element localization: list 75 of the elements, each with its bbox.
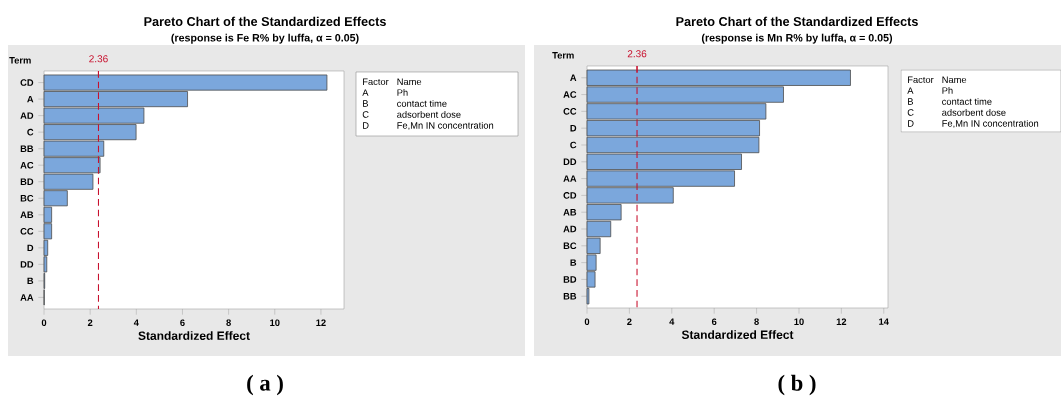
text: A (362, 89, 369, 96)
text: A (907, 87, 914, 94)
text: B (363, 100, 368, 107)
chart-title: Pareto Chart of the Standardized Effects (144, 16, 386, 27)
y-tick-label: D (27, 244, 34, 252)
y-tick-label: A (570, 74, 577, 81)
y-tick-label: AB (20, 211, 34, 218)
text: D (363, 122, 369, 129)
text: C (907, 109, 914, 116)
text: Fe,Mn IN concentration (942, 119, 1039, 128)
y-tick-label: B (570, 259, 577, 266)
x-tick-label: 0 (584, 318, 590, 325)
y-tick-label: AB (563, 208, 577, 216)
y-tick-label: AC (20, 161, 34, 169)
y-tick-label: A (27, 95, 34, 103)
y-tick-label: AC (563, 91, 577, 98)
y-tick-label: CD (563, 192, 577, 199)
y-tick-label: D (570, 124, 577, 132)
y-tick-label: BB (20, 145, 34, 152)
text: C (362, 111, 369, 118)
x-axis-title: Standardized Effect (681, 330, 794, 339)
chart-subtitle: (response is Mn R% by luffa, α = 0.05) (701, 33, 893, 44)
text: adsorbent dose (942, 108, 1006, 116)
text: contact time (397, 100, 447, 107)
x-tick-label: 12 (316, 319, 326, 326)
y-tick-label: BC (563, 242, 577, 250)
y-tick-label: BC (20, 194, 34, 202)
y-tick-label: CC (563, 108, 577, 115)
y-tick-label: C (570, 141, 577, 149)
text: B (908, 98, 913, 105)
text: adsorbent dose (397, 110, 461, 118)
x-tick-label: 10 (794, 318, 804, 325)
text: Fe,Mn IN concentration (397, 121, 494, 130)
y-tick-label: C (27, 128, 34, 136)
y-tick-label: BD (20, 178, 34, 185)
y-tick-label: BD (563, 276, 577, 283)
text: ( a ) (247, 374, 283, 396)
y-tick-label: AD (563, 225, 577, 233)
y-axis-title: Term (552, 52, 574, 59)
y-tick-label: AA (20, 294, 34, 301)
ref-line-label: 2.36 (627, 50, 647, 58)
y-tick-label: B (27, 277, 34, 285)
y-tick-label: AD (20, 112, 34, 119)
text: D (908, 120, 914, 127)
y-tick-label: CD (20, 79, 34, 86)
x-axis-title: Standardized Effect (138, 331, 250, 340)
x-tick-label: 12 (836, 318, 847, 325)
text: Ph (397, 89, 408, 96)
text: Factor (908, 76, 934, 83)
text: contact time (942, 98, 992, 105)
y-tick-label: DD (20, 261, 34, 268)
x-tick-label: 8 (226, 319, 231, 326)
x-tick-label: 10 (270, 319, 280, 326)
x-tick-label: 6 (180, 319, 185, 326)
x-tick-label: 6 (711, 318, 717, 325)
chart-title: Pareto Chart of the Standardized Effects (676, 16, 918, 27)
text: ( b ) (778, 374, 816, 396)
y-tick-label: AA (563, 175, 577, 182)
y-tick-label: BB (563, 293, 577, 300)
text: Name (397, 78, 422, 85)
x-tick-label: 14 (879, 318, 889, 325)
y-axis-title: Term (9, 57, 31, 64)
x-tick-label: 4 (133, 319, 139, 326)
text: Ph (942, 87, 953, 94)
x-tick-label: 2 (627, 318, 632, 325)
x-tick-label: 4 (669, 318, 675, 325)
chart-subtitle: (response is Fe R% by luffa, α = 0.05) (171, 33, 359, 44)
y-tick-label: CC (20, 228, 34, 235)
y-tick-label: DD (563, 158, 577, 165)
ref-line-label: 2.36 (89, 55, 108, 63)
text: Factor (363, 78, 389, 85)
x-tick-label: 8 (754, 318, 759, 325)
text: Name (942, 76, 967, 83)
x-tick-label: 0 (41, 319, 47, 326)
x-tick-label: 2 (87, 319, 93, 326)
